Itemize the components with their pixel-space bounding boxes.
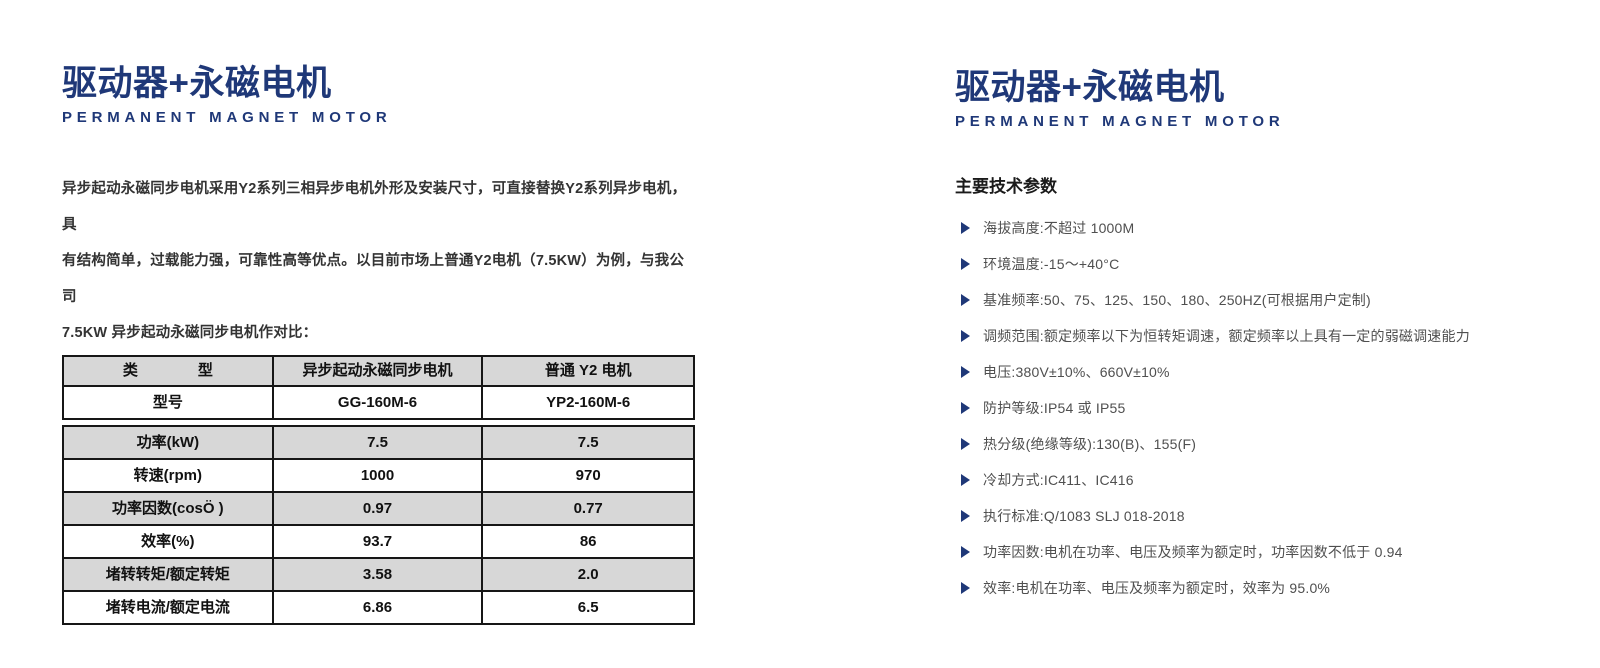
table-cell: 堵转转矩/额定转矩 [64, 559, 274, 590]
bullet-triangle-icon [961, 438, 970, 450]
left-page: 驱动器+永磁电机 PERMANENT MAGNET MOTOR 异步起动永磁同步… [62, 66, 698, 625]
table-cell: 2.0 [577, 566, 599, 583]
table-group-1: 类 型异步起动永磁同步电机 普通 Y2 电机型号 GG-160M-6 YP2-160M… [62, 355, 695, 420]
page-title-en: PERMANENT MAGNET MOTOR [955, 113, 1285, 130]
param-item: 环境温度:-15～+40°C [961, 253, 1575, 275]
table-cell: YP2-160M-6 [546, 394, 631, 411]
table-cell: 功率(kW) [64, 427, 274, 458]
param-item: 调频范围:额定频率以下为恒转矩调速，额定频率以上具有一定的弱磁调速能力 [961, 325, 1575, 347]
param-item: 功率因数:电机在功率、电压及频率为额定时，功率因数不低于 0.94 [961, 541, 1575, 563]
intro-paragraph: 异步起动永磁同步电机采用Y2系列三相异步电机外形及安装尺寸，可直接替换Y2系列异… [62, 181, 687, 341]
table-cell: 1000 [274, 460, 484, 491]
table-cell: 6.86 [274, 592, 484, 623]
tech-params-heading: 主要技术参数 [955, 177, 1057, 196]
bullet-triangle-icon [961, 258, 970, 270]
bullet-triangle-icon [961, 222, 970, 234]
param-item: 冷却方式:IC411、IC416 [961, 469, 1575, 491]
param-item: 电压:380V±10%、660V±10% [961, 361, 1575, 383]
table-row: 效率(%) 93.7 86 [64, 524, 693, 557]
table-cell: 型号 [64, 387, 274, 418]
table-cell: 93.7 [274, 526, 484, 557]
bullet-triangle-icon [961, 294, 970, 306]
table-header-cell: 异步起动永磁同步电机 [274, 357, 484, 385]
bullet-triangle-icon [961, 402, 970, 414]
table-row: 功率(kW) 7.5 7.5 [64, 427, 693, 458]
table-cell: 3.58 [274, 559, 484, 590]
table-cell: 效率(%) [64, 526, 274, 557]
table-cell: 970 [575, 467, 601, 484]
bullet-triangle-icon [961, 366, 970, 378]
param-item: 执行标准:Q/1083 SLJ 018-2018 [961, 505, 1575, 527]
table-header-row: 类 型异步起动永磁同步电机 普通 Y2 电机 [64, 357, 693, 385]
bullet-triangle-icon [961, 474, 970, 486]
table-cell: 6.5 [577, 599, 599, 616]
table-cell: 7.5 [274, 427, 484, 458]
bullet-triangle-icon [961, 582, 970, 594]
table-cell: 0.97 [274, 493, 484, 524]
param-text: 基准频率:50、75、125、150、180、250HZ(可根据用户定制) [983, 292, 1371, 308]
param-item: 效率:电机在功率、电压及频率为额定时，效率为 95.0% [961, 577, 1575, 599]
page-title-zh: 驱动器+永磁电机 [62, 64, 332, 103]
table-cell: GG-160M-6 [274, 387, 484, 418]
table-cell: 功率因数(cosÖ ) [64, 493, 274, 524]
param-text: 防护等级:IP54 或 IP55 [983, 400, 1126, 416]
bullet-triangle-icon [961, 546, 970, 558]
right-page: 驱动器+永磁电机 PERMANENT MAGNET MOTOR 主要技术参数 海… [955, 70, 1575, 599]
param-item: 基准频率:50、75、125、150、180、250HZ(可根据用户定制) [961, 289, 1575, 311]
table-row: 型号 GG-160M-6 YP2-160M-6 [64, 385, 693, 418]
table-header-cell: 类 型 [64, 357, 274, 385]
param-item: 热分级(绝缘等级):130(B)、155(F) [961, 433, 1575, 455]
table-cell: 86 [579, 533, 597, 550]
page-title-en: PERMANENT MAGNET MOTOR [62, 109, 392, 126]
param-text: 功率因数:电机在功率、电压及频率为额定时，功率因数不低于 0.94 [983, 544, 1403, 560]
param-list: 海拔高度:不超过 1000M 环境温度:-15～+40°C 基准频率:50、75、1… [955, 217, 1575, 599]
table-row: 堵转电流/额定电流 6.86 6.5 [64, 590, 693, 623]
param-text: 执行标准:Q/1083 SLJ 018-2018 [983, 508, 1185, 524]
param-text: 电压:380V±10%、660V±10% [983, 364, 1170, 380]
param-text: 冷却方式:IC411、IC416 [983, 472, 1134, 488]
bullet-triangle-icon [961, 330, 970, 342]
table-cell: 转速(rpm) [64, 460, 274, 491]
param-item: 防护等级:IP54 或 IP55 [961, 397, 1575, 419]
comparison-table: 类 型异步起动永磁同步电机 普通 Y2 电机型号 GG-160M-6 YP2-160M… [62, 355, 695, 625]
table-cell: 0.77 [573, 500, 603, 517]
param-text: 海拔高度:不超过 1000M [983, 220, 1135, 236]
bullet-triangle-icon [961, 510, 970, 522]
param-text: 效率:电机在功率、电压及频率为额定时，效率为 95.0% [983, 580, 1331, 596]
page-title-zh: 驱动器+永磁电机 [955, 68, 1225, 107]
table-row: 功率因数(cosÖ ) 0.97 0.77 [64, 491, 693, 524]
param-text: 调频范围:额定频率以下为恒转矩调速，额定频率以上具有一定的弱磁调速能力 [983, 328, 1470, 344]
param-text: 环境温度:-15～+40°C [983, 256, 1120, 272]
param-item: 海拔高度:不超过 1000M [961, 217, 1575, 239]
table-row: 堵转转矩/额定转矩 3.58 2.0 [64, 557, 693, 590]
table-group-2: 功率(kW) 7.5 7.5 转速(rpm) 1000 970 功率因数(cosÖ ) 0.9… [62, 425, 695, 625]
table-row: 转速(rpm) 1000 970 [64, 458, 693, 491]
table-header-cell: 普通 Y2 电机 [544, 362, 632, 379]
table-cell: 7.5 [577, 434, 599, 451]
table-cell: 堵转电流/额定电流 [64, 592, 274, 623]
param-text: 热分级(绝缘等级):130(B)、155(F) [983, 436, 1197, 452]
